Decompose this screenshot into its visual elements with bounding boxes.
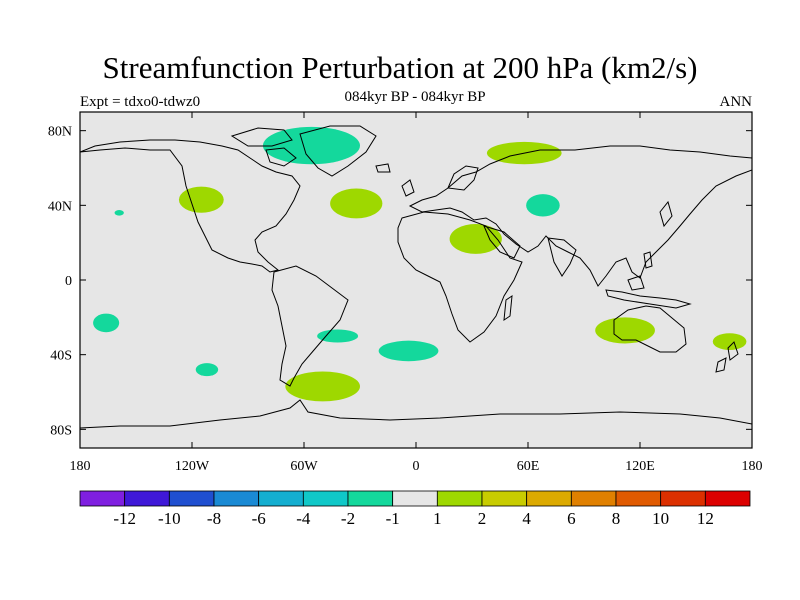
anomaly-region-7-positive [449, 224, 502, 254]
y-tick-label: 40S [50, 349, 72, 364]
anomaly-region-11-negative [378, 340, 439, 362]
colorbar-label: 4 [522, 509, 531, 528]
plot-background [80, 112, 752, 448]
coastline-north-america [80, 139, 301, 273]
colorbar-swatch [436, 490, 483, 507]
experiment-label: Expt = tdxo0-tdwz0 [80, 94, 201, 110]
colorbar-label: 2 [478, 509, 487, 528]
coastline-greenland [299, 125, 377, 177]
coastlines [80, 125, 752, 429]
colorbar-swatch [704, 490, 751, 507]
colorbar-swatch [79, 490, 126, 507]
coastline-baffin [265, 147, 297, 167]
coastline-antarctica [80, 399, 752, 429]
chart-title: Streamfunction Perturbation at 200 hPa (… [102, 50, 698, 85]
colorbar-label: 12 [697, 509, 714, 528]
colorbar-label: 1 [433, 509, 442, 528]
coastline-south-america [271, 265, 349, 387]
x-tick-label: 60W [290, 459, 318, 474]
x-tick-label: 180 [742, 459, 763, 474]
coastline-arctic-islands [230, 127, 293, 147]
anomaly-region-1-negative [262, 126, 360, 165]
colorbar-label: 8 [612, 509, 621, 528]
x-tick-label: 0 [413, 459, 420, 474]
anomaly-region-10-negative [317, 329, 359, 343]
y-tick-label: 40N [48, 199, 72, 214]
anomaly-region-13-positive [595, 317, 655, 344]
coastline-madagascar [503, 294, 513, 322]
x-tick-label: 60E [517, 459, 540, 474]
x-axis: 180 120W 60W 0 60E 120E 180 [70, 112, 763, 474]
season-label: ANN [719, 94, 753, 110]
anomaly-region-9-negative [195, 363, 219, 377]
y-tick-label: 80S [50, 423, 72, 438]
coastline-africa [397, 211, 523, 343]
y-axis: 80N 40N 0 40S 80S [48, 125, 752, 438]
colorbar-swatch [615, 490, 662, 507]
colorbar: -12 -10 -8 -6 -4 -2 -1 1 2 4 6 8 10 12 [79, 490, 751, 528]
coastline-borneo [627, 275, 645, 291]
colorbar-swatch [213, 490, 260, 507]
coastline-philippines [643, 251, 653, 269]
colorbar-swatch [302, 490, 349, 507]
colorbar-swatch [570, 490, 617, 507]
colorbar-swatch [124, 490, 170, 507]
coastline-australia [613, 305, 687, 353]
y-tick-label: 80N [48, 125, 72, 140]
colorbar-label: -4 [296, 509, 311, 528]
anomaly-region-14-positive [712, 333, 747, 350]
colorbar-label: 10 [652, 509, 669, 528]
colorbar-swatch [392, 490, 438, 507]
anomaly-region-4-positive [330, 188, 383, 219]
colorbar-label: 6 [567, 509, 576, 528]
x-tick-label: 120W [175, 459, 210, 474]
colorbar-swatch [258, 490, 304, 507]
x-tick-label: 180 [70, 459, 91, 474]
colorbar-label: -6 [252, 509, 266, 528]
anomaly-region-8-negative [93, 313, 120, 333]
colorbar-label: -12 [113, 509, 136, 528]
y-tick-label: 0 [65, 274, 72, 289]
coastline-british-isles [401, 179, 415, 197]
colorbar-label: -1 [386, 509, 400, 528]
colorbar-swatch [481, 490, 528, 507]
x-tick-label: 120E [625, 459, 655, 474]
colorbar-swatch [168, 490, 215, 507]
colorbar-swatch [526, 490, 572, 507]
anomaly-layer [93, 126, 747, 402]
coastline-scandinavia [447, 165, 479, 191]
coastline-iceland [375, 163, 391, 173]
colorbar-label: -8 [207, 509, 221, 528]
colorbar-label: -10 [158, 509, 181, 528]
coastline-new-zealand-south [715, 357, 727, 373]
anomaly-region-12-positive [285, 371, 360, 402]
coastline-maritime-asia [605, 289, 692, 309]
colorbar-swatch [660, 490, 706, 507]
coastline-arabia [483, 225, 521, 259]
anomaly-region-3-negative [114, 210, 124, 216]
colorbar-swatch [347, 490, 394, 507]
anomaly-region-2-positive [178, 186, 224, 213]
chart-subtitle: 084kyr BP - 084kyr BP [344, 89, 486, 105]
colorbar-label: -2 [341, 509, 355, 528]
anomaly-region-6-negative [526, 194, 560, 217]
coastline-japan [659, 200, 673, 228]
coastline-new-zealand [727, 341, 739, 361]
coastline-india [547, 237, 577, 277]
